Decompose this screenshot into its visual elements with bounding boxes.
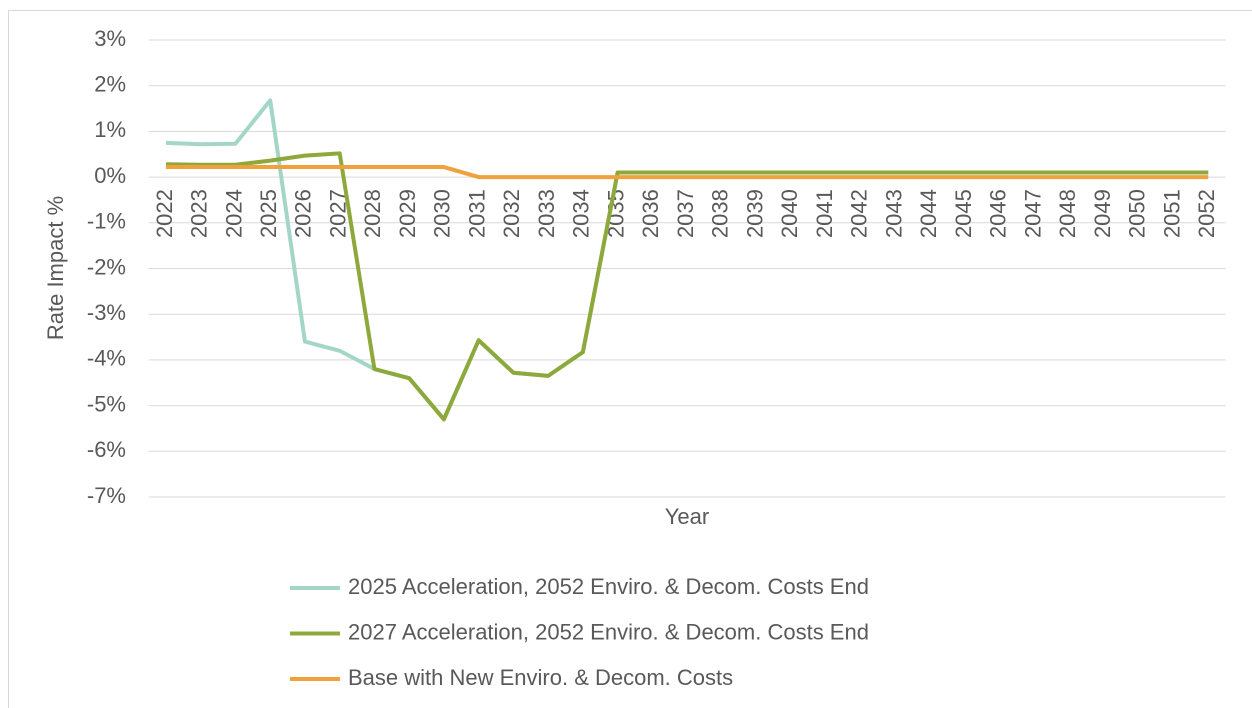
x-tick-label: 2039 (742, 189, 767, 238)
x-tick-label: 2038 (708, 189, 733, 238)
x-tick-label: 2043 (881, 189, 906, 238)
series-line (165, 165, 1209, 180)
x-tick-label: 2034 (569, 189, 594, 238)
legend-label: Base with New Enviro. & Decom. Costs (348, 665, 733, 690)
x-tick-label: 2029 (395, 189, 420, 238)
y-tick-label: -3% (87, 300, 126, 325)
x-tick-label: 2040 (777, 189, 802, 238)
x-tick-label: 2044 (916, 189, 941, 238)
x-tick-label: 2030 (430, 189, 455, 238)
y-tick-label: -4% (87, 346, 126, 371)
y-tick-label: 1% (94, 117, 126, 142)
y-tick-label: -2% (87, 254, 126, 279)
x-tick-label: 2051 (1159, 189, 1184, 238)
chart-frame (8, 10, 1252, 708)
y-tick-label: -7% (87, 483, 126, 508)
x-tick-label: 2050 (1125, 189, 1150, 238)
x-tick-label: 2052 (1194, 189, 1219, 238)
x-tick-label: 2047 (1020, 189, 1045, 238)
x-tick-label: 2025 (256, 189, 281, 238)
y-tick-label: -5% (87, 391, 126, 416)
x-tick-label: 2041 (812, 189, 837, 238)
y-tick-label: -6% (87, 437, 126, 462)
x-tick-label: 2046 (986, 189, 1011, 238)
x-tick-label: 2023 (187, 189, 212, 238)
x-tick-label: 2032 (499, 189, 524, 238)
x-tick-label: 2042 (847, 189, 872, 238)
x-tick-label: 2048 (1055, 189, 1080, 238)
legend-label: 2027 Acceleration, 2052 Enviro. & Decom.… (348, 619, 869, 644)
x-tick-label: 2045 (951, 189, 976, 238)
x-tick-label: 2028 (360, 189, 385, 238)
y-tick-label: -1% (87, 209, 126, 234)
x-tick-label: 2036 (638, 189, 663, 238)
y-tick-label: 2% (94, 72, 126, 97)
x-axis-title: Year (665, 504, 709, 529)
x-tick-label: 2026 (291, 189, 316, 238)
x-tick-label: 2022 (152, 189, 177, 238)
legend-label: 2025 Acceleration, 2052 Enviro. & Decom.… (348, 574, 869, 599)
y-axis-title: Rate Impact % (43, 196, 68, 340)
x-tick-label: 2037 (673, 189, 698, 238)
series-line (165, 151, 1209, 422)
x-tick-label: 2024 (221, 189, 246, 238)
x-tick-label: 2031 (464, 189, 489, 238)
y-tick-label: 3% (94, 26, 126, 51)
x-tick-label: 2049 (1090, 189, 1115, 238)
y-tick-label: 0% (94, 163, 126, 188)
x-tick-label: 2033 (534, 189, 559, 238)
